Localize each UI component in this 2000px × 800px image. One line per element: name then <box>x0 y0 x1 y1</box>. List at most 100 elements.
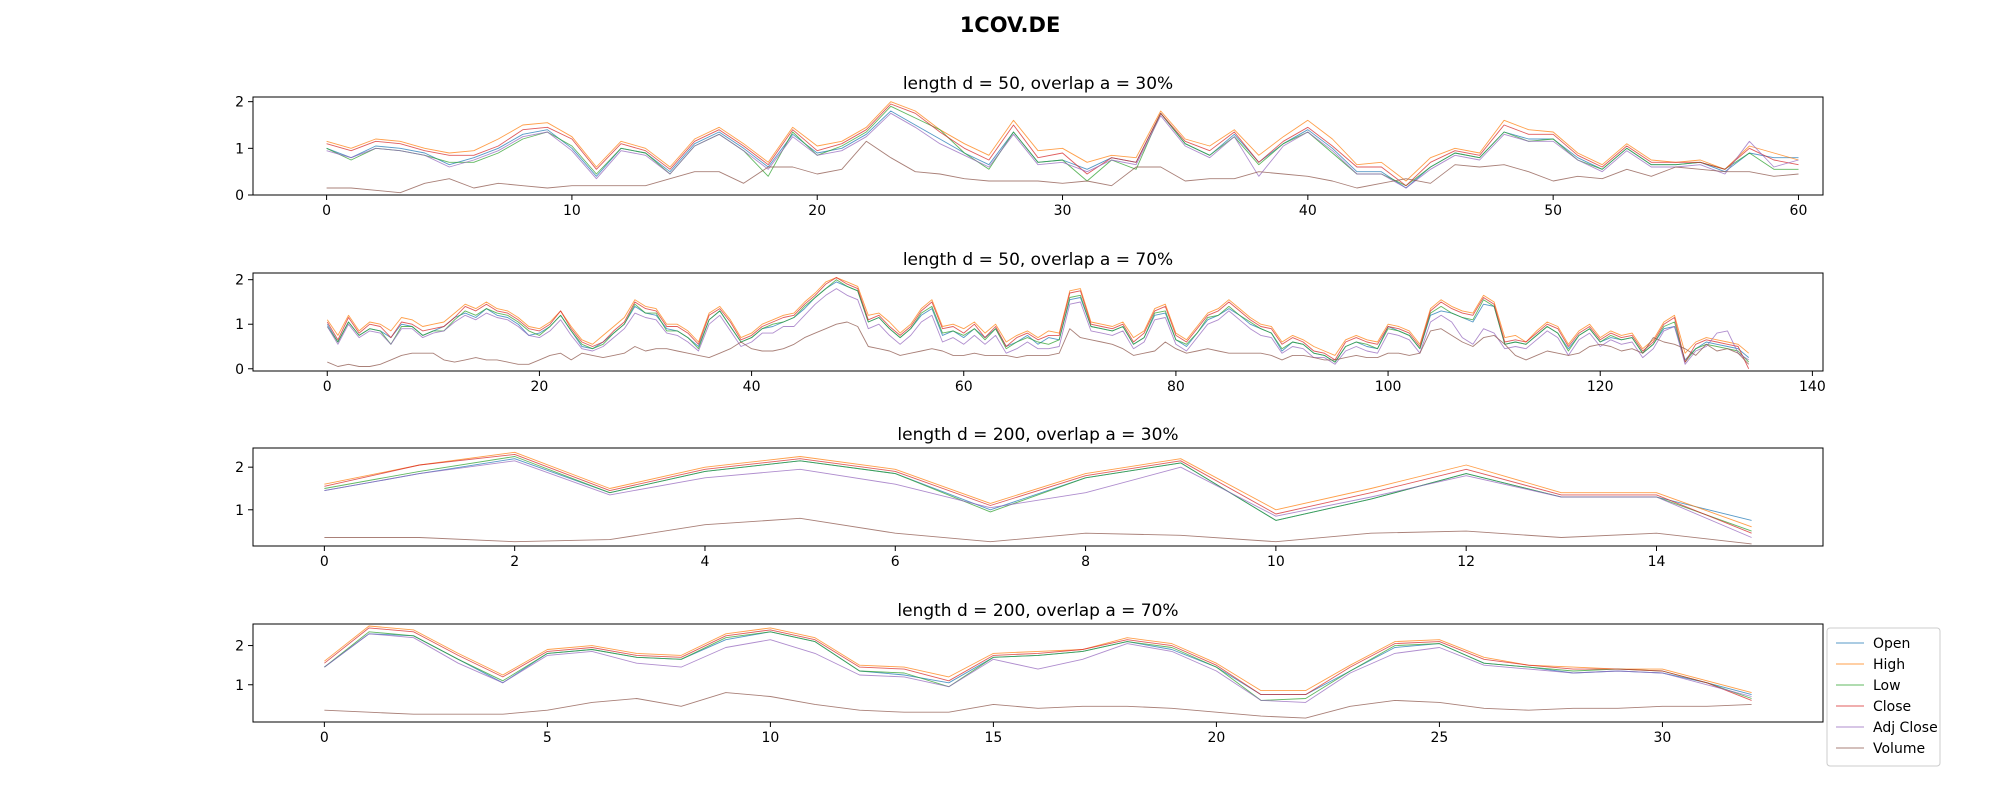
x-tick-label: 50 <box>1544 203 1562 219</box>
x-tick-label: 8 <box>1081 554 1090 570</box>
x-tick: 10 <box>761 722 779 746</box>
y-tick: 1 <box>235 678 253 694</box>
legend-label: Low <box>1873 678 1901 694</box>
series-group <box>324 451 1752 545</box>
x-tick-label: 80 <box>1167 379 1185 395</box>
series-line-low <box>326 279 1750 363</box>
x-tick-label: 0 <box>320 554 329 570</box>
series-line-adj-close <box>326 112 1799 189</box>
subplot-title: length d = 200, overlap a = 30% <box>897 425 1178 445</box>
y-tick: 0 <box>235 188 253 204</box>
series-group <box>326 277 1750 369</box>
x-tick-label: 15 <box>984 730 1002 746</box>
x-tick-label: 6 <box>891 554 900 570</box>
series-line-volume <box>327 321 1750 367</box>
x-tick: 50 <box>1544 195 1562 219</box>
x-tick-label: 2 <box>510 554 519 570</box>
subplot-title: length d = 50, overlap a = 70% <box>903 250 1173 270</box>
y-tick-label: 2 <box>235 95 244 111</box>
series-line-adj-close <box>326 288 1749 365</box>
series-line-volume <box>324 517 1752 545</box>
x-tick-label: 10 <box>761 730 779 746</box>
series-line-close <box>326 103 1799 187</box>
x-tick: 0 <box>320 546 329 570</box>
x-tick-label: 0 <box>320 730 329 746</box>
x-tick-label: 60 <box>955 379 973 395</box>
y-tick-label: 2 <box>235 460 244 476</box>
x-tick: 10 <box>1267 546 1285 570</box>
legend-entry-close: Close <box>1836 699 1911 715</box>
x-tick: 14 <box>1648 546 1666 570</box>
axes-frame <box>252 96 1824 196</box>
x-tick: 4 <box>701 546 710 570</box>
x-tick-label: 14 <box>1648 554 1666 570</box>
x-tick: 30 <box>1654 722 1671 746</box>
x-tick-label: 140 <box>1799 379 1826 395</box>
series-line-open <box>324 458 1752 521</box>
subplot-1: length d = 50, overlap a = 30%0 10 20 30 40 5… <box>235 74 1824 219</box>
x-tick-label: 4 <box>701 554 710 570</box>
subplots: length d = 50, overlap a = 30%0 10 20 30 40 5… <box>235 74 1826 746</box>
x-tick-label: 40 <box>743 379 761 395</box>
y-tick: 1 <box>235 141 253 157</box>
x-tick: 5 <box>543 722 552 746</box>
y-tick: 0 <box>235 362 253 378</box>
x-tick: 8 <box>1081 546 1090 570</box>
y-tick: 1 <box>235 317 253 333</box>
subplot-title: length d = 200, overlap a = 70% <box>897 601 1178 621</box>
series-line-close <box>326 277 1750 369</box>
y-tick-label: 2 <box>235 639 244 655</box>
x-tick: 80 <box>1167 371 1185 395</box>
legend-frame <box>1826 627 1941 767</box>
series-line-close <box>324 627 1752 701</box>
x-tick-label: 40 <box>1299 203 1317 219</box>
x-tick: 40 <box>743 371 761 395</box>
y-tick-label: 2 <box>235 273 244 289</box>
subplot-2: length d = 50, overlap a = 70%0 20 40 60 80 1… <box>235 250 1826 395</box>
series-line-adj-close <box>324 633 1752 703</box>
legend-label: High <box>1873 657 1905 673</box>
x-tick-label: 25 <box>1431 730 1449 746</box>
legend-entry-adj-close: Adj Close <box>1836 720 1938 736</box>
x-tick-label: 20 <box>808 203 826 219</box>
legend-entry-low: Low <box>1836 678 1901 694</box>
x-tick: 25 <box>1431 722 1449 746</box>
series-line-low <box>326 105 1799 187</box>
x-tick: 40 <box>1299 195 1317 219</box>
x-tick: 30 <box>1054 195 1071 219</box>
x-tick: 0 <box>320 722 329 746</box>
x-tick: 60 <box>955 371 973 395</box>
x-tick: 15 <box>984 722 1002 746</box>
x-tick: 120 <box>1587 371 1614 395</box>
series-group <box>324 625 1752 719</box>
x-tick-label: 120 <box>1587 379 1614 395</box>
series-line-volume <box>326 140 1799 194</box>
y-tick-label: 0 <box>235 188 244 204</box>
figure-suptitle: 1COV.DE <box>960 13 1061 37</box>
legend: Open High Low Close Adj Close Volume <box>1826 627 1941 767</box>
legend-entry-open: Open <box>1836 636 1910 652</box>
x-tick-label: 100 <box>1375 379 1402 395</box>
y-tick-label: 0 <box>235 362 244 378</box>
y-tick: 1 <box>235 503 253 519</box>
x-tick: 12 <box>1457 546 1475 570</box>
series-line-low <box>324 631 1752 701</box>
y-tick-label: 1 <box>235 503 244 519</box>
series-line-open <box>326 281 1749 363</box>
series-line-low <box>324 456 1752 532</box>
x-tick: 20 <box>531 371 548 395</box>
x-tick-label: 5 <box>543 730 552 746</box>
x-tick: 20 <box>1207 722 1225 746</box>
series-line-adj-close <box>324 460 1752 538</box>
x-tick: 6 <box>891 546 900 570</box>
axes-frame <box>252 272 1824 372</box>
x-tick: 0 <box>323 371 332 395</box>
y-tick: 2 <box>235 639 253 655</box>
y-tick-label: 1 <box>235 141 244 157</box>
legend-label: Close <box>1873 699 1911 715</box>
legend-label: Volume <box>1873 741 1925 757</box>
x-tick-label: 10 <box>1267 554 1285 570</box>
series-group <box>326 101 1799 194</box>
subplot-title: length d = 50, overlap a = 30% <box>903 74 1173 94</box>
